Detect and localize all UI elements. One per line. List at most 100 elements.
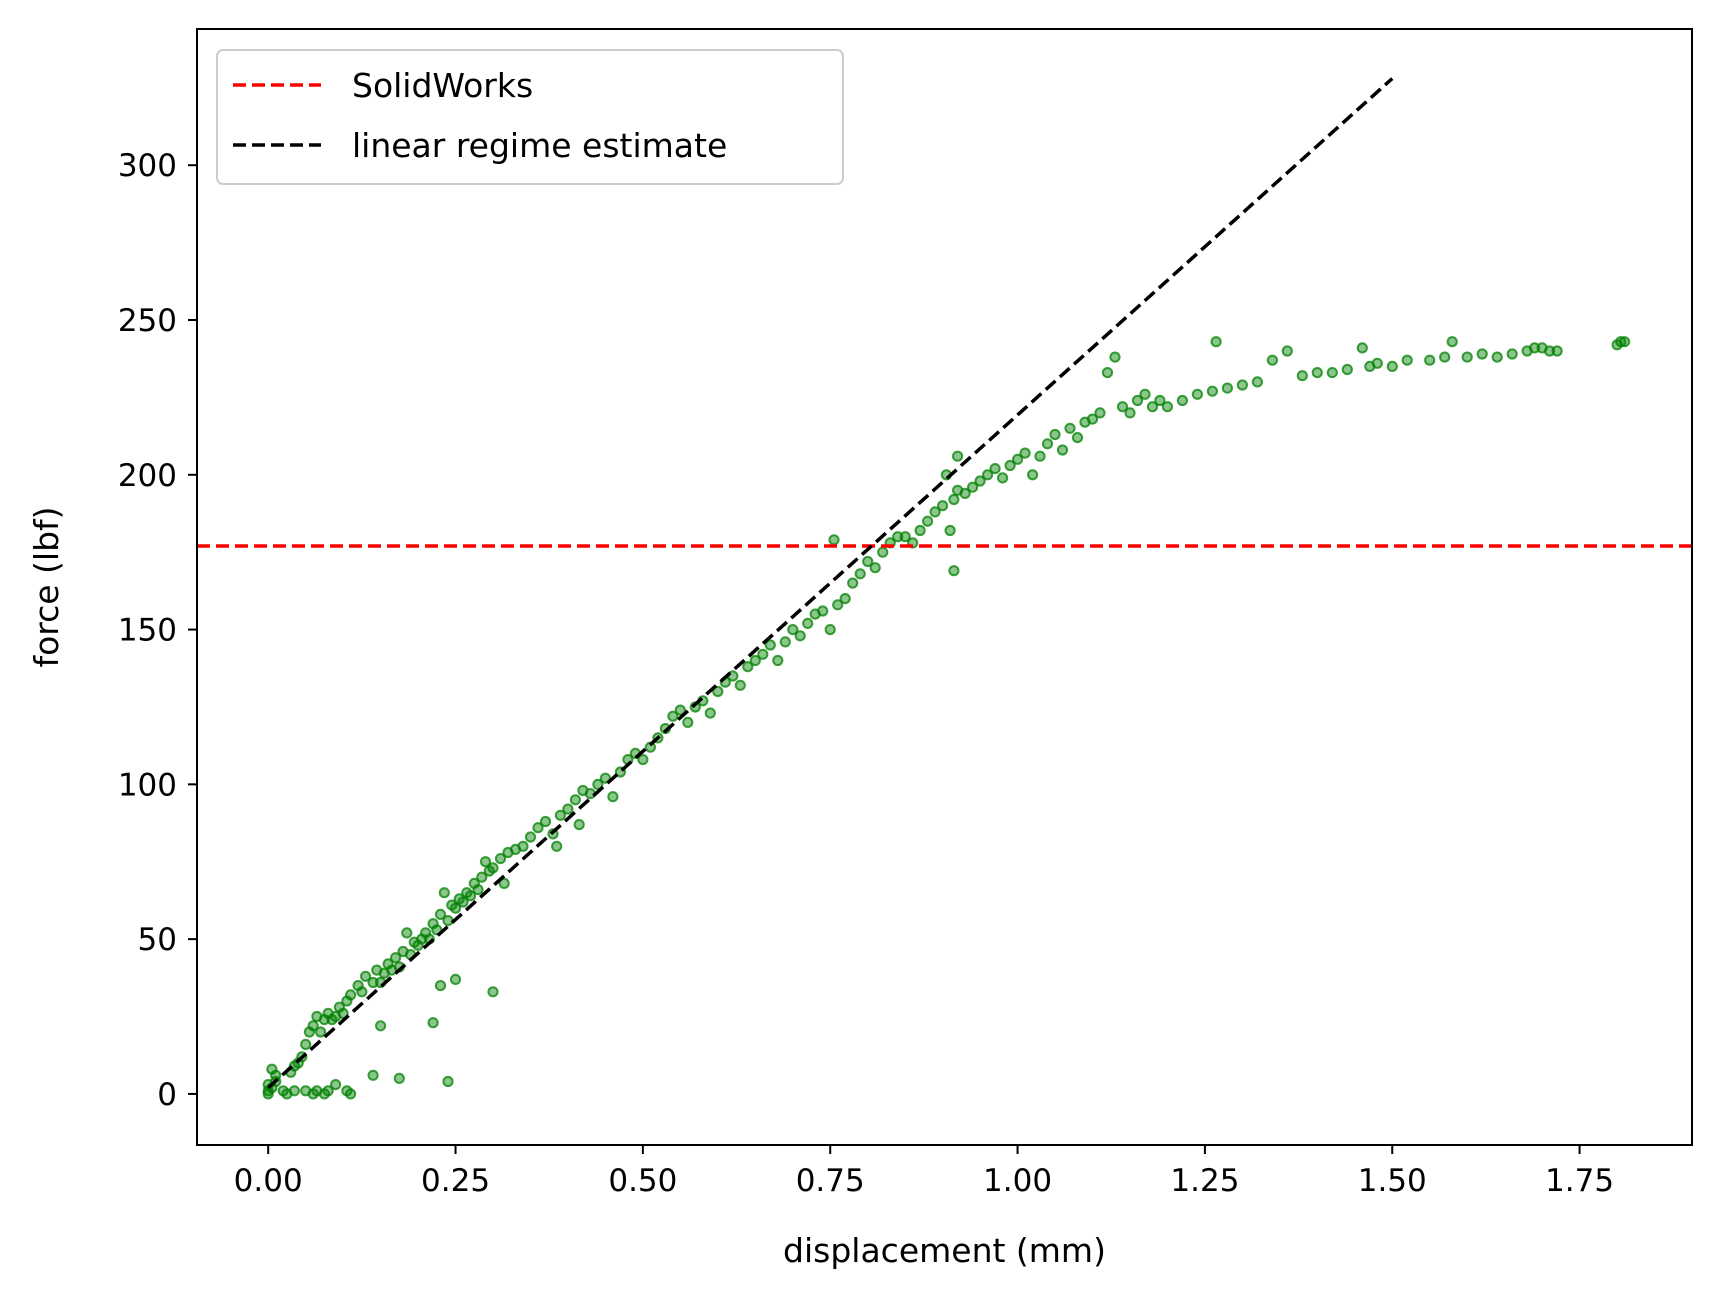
y-tick-label: 0: [157, 1077, 177, 1113]
data-point: [479, 856, 492, 868]
data-point: [997, 472, 1009, 484]
data-point: [1529, 342, 1541, 354]
data-point: [1446, 336, 1458, 348]
data-point: [989, 463, 1001, 475]
data-point: [360, 970, 372, 982]
data-point: [300, 1038, 312, 1051]
data-point: [862, 555, 874, 568]
legend: SolidWorks linear regime estimate: [216, 49, 844, 185]
data-point: [802, 617, 814, 630]
data-point: [517, 840, 529, 852]
data-point: [959, 487, 971, 499]
data-point: [438, 887, 450, 899]
data-point: [1086, 413, 1099, 425]
data-point: [1064, 422, 1076, 434]
data-point: [427, 1017, 439, 1029]
data-point: [757, 648, 769, 660]
data-point: [824, 624, 836, 636]
linear-regime-estimate-line: [267, 77, 1394, 1090]
data-point: [442, 915, 454, 927]
data-point: [434, 980, 447, 992]
data-point: [1191, 388, 1204, 400]
data-point: [375, 1020, 387, 1032]
data-point: [742, 661, 754, 673]
x-tick-label: 0.75: [796, 1163, 865, 1199]
data-point: [1176, 394, 1189, 407]
data-point: [1551, 345, 1563, 357]
y-tick-label: 300: [118, 148, 177, 184]
data-point: [270, 1069, 282, 1081]
data-point: [1034, 450, 1046, 462]
data-point: [464, 890, 477, 902]
data-point: [1619, 336, 1631, 348]
x-tick-label: 1.50: [1358, 1163, 1427, 1199]
data-point: [1311, 367, 1323, 379]
data-point: [1146, 401, 1159, 413]
x-axis-ticks: 0.00 0.25 0.50 0.75 1.00 1.25 1.50 1.75: [234, 1145, 1614, 1199]
data-point: [952, 450, 964, 462]
data-point: [869, 562, 881, 574]
y-axis-label: force (lbf): [27, 506, 66, 667]
data-point: [817, 605, 829, 617]
plot-frame: [196, 28, 1693, 1146]
data-point: [704, 707, 716, 719]
y-tick-label: 250: [118, 303, 177, 339]
data-point: [914, 524, 926, 537]
data-point: [1071, 432, 1084, 444]
y-tick-label: 200: [118, 458, 177, 494]
data-point: [532, 822, 544, 834]
data-point: [1049, 428, 1061, 441]
data-point: [1266, 354, 1279, 366]
x-tick-label: 1.75: [1545, 1163, 1614, 1199]
data-point: [1326, 367, 1338, 379]
data-point: [1116, 401, 1129, 413]
data-point: [1161, 401, 1174, 413]
data-point: [1356, 342, 1368, 354]
y-tick-label: 100: [118, 767, 177, 803]
data-point: [854, 568, 866, 580]
data-point: [442, 1075, 454, 1088]
data-point: [330, 1079, 342, 1091]
x-tick-label: 0.00: [234, 1163, 303, 1199]
data-point: [892, 531, 904, 543]
data-point: [944, 524, 956, 537]
data-point: [929, 506, 941, 518]
data-point: [592, 778, 604, 791]
x-tick-label: 1.25: [1170, 1163, 1239, 1199]
data-point: [1491, 351, 1503, 363]
data-point: [832, 599, 844, 611]
y-tick-label: 150: [118, 613, 177, 649]
data-point: [828, 534, 840, 546]
data-point: [1206, 385, 1219, 397]
data-point: [787, 624, 799, 636]
data-point: [948, 493, 960, 506]
data-point: [847, 577, 859, 589]
data-point: [1131, 394, 1144, 407]
data-point: [1251, 376, 1264, 388]
data-point: [449, 973, 462, 986]
scatter-series: [262, 336, 1631, 1100]
data-point: [1424, 354, 1436, 366]
data-point: [573, 819, 585, 831]
data-point: [764, 639, 776, 651]
data-point: [982, 469, 994, 481]
data-point: [345, 1088, 357, 1100]
data-point: [674, 704, 686, 716]
data-point: [1109, 351, 1121, 363]
data-point: [569, 794, 582, 806]
data-point: [1012, 453, 1024, 465]
data-point: [1101, 367, 1114, 379]
x-tick-label: 0.25: [421, 1163, 490, 1199]
data-point: [1056, 444, 1069, 456]
data-point: [967, 481, 979, 493]
data-point: [1439, 351, 1451, 363]
data-point: [524, 831, 537, 843]
data-point: [899, 531, 911, 543]
data-point: [1210, 336, 1222, 348]
data-point: [667, 710, 679, 722]
data-point: [562, 803, 574, 815]
data-point: [1236, 379, 1249, 391]
data-point: [401, 927, 413, 939]
x-tick-label: 0.50: [608, 1163, 677, 1199]
data-point: [1221, 382, 1234, 394]
